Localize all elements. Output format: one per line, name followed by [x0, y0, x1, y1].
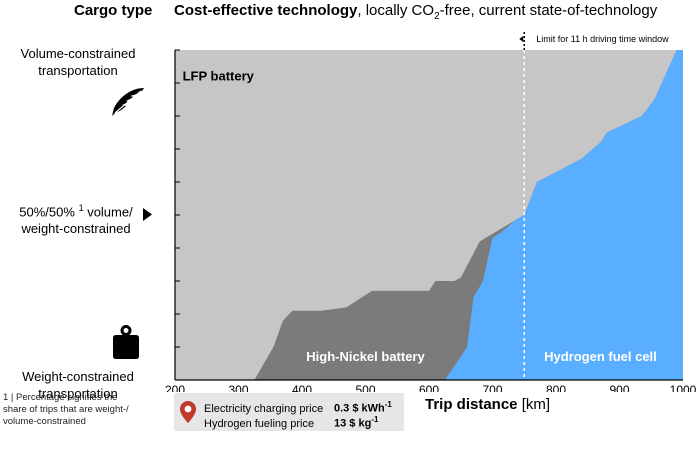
hydrogen-price-value: 13 $ kg: [334, 417, 372, 430]
x-tick-label: 600: [419, 383, 439, 392]
x-tick-label: 500: [355, 383, 375, 392]
lfp-label: LFP battery: [183, 68, 255, 83]
footnote-line3: volume-constrained: [3, 416, 86, 427]
label-volume-line2: transportation: [38, 63, 118, 78]
feather-icon: [112, 88, 144, 116]
price-assumptions-box: Electricity charging price 0.3 $ kWh-1 Hy…: [174, 393, 404, 431]
label-mixed-line1: 50%/50% 1 volume/: [6, 200, 146, 220]
x-axis-title-text: Trip distance: [425, 396, 518, 413]
label-mixed-percent: 50%/50%: [19, 204, 75, 220]
label-mixed-line2: weight-constrained: [21, 221, 131, 237]
label-weight-constrained: Weight-constrained transportation: [8, 368, 148, 402]
label-mixed-rest: volume/: [83, 204, 133, 220]
electricity-price-exponent: -1: [384, 400, 392, 409]
chart-title-bold: Cost-effective technology: [174, 2, 358, 19]
electricity-price-label: Electricity charging price: [204, 402, 324, 415]
hydrogen-price-exponent: -1: [371, 415, 379, 424]
electricity-price-row: Electricity charging price 0.3 $ kWh-1: [204, 397, 392, 415]
limit-arrow-icon: [519, 36, 524, 42]
label-mixed: 50%/50% 1 volume/ weight-constrained: [6, 200, 146, 237]
label-weight-line1: Weight-constrained: [22, 369, 134, 384]
chart-title-subscript: 2: [434, 11, 440, 22]
footnote: 1 | Percentage signifies the share of tr…: [3, 392, 143, 428]
footnote-line1: 1 | Percentage signifies the: [3, 392, 118, 403]
label-weight-line2: transportation: [38, 386, 118, 401]
chart-title-part1: , locally CO: [357, 2, 435, 19]
weight-icon: [113, 325, 139, 359]
x-tick-label: 400: [292, 383, 312, 392]
location-pin-icon: [180, 401, 196, 423]
price-rows: Electricity charging price 0.3 $ kWh-1 Hy…: [204, 397, 392, 430]
label-volume-line1: Volume-constrained: [20, 46, 136, 61]
electricity-price-value: 0.3 $ kWh: [334, 402, 385, 415]
hydrogen-price-label: Hydrogen fueling price: [204, 417, 315, 430]
x-axis-title-unit: [km]: [517, 396, 551, 413]
hydrogen-price-row: Hydrogen fueling price 13 $ kg-1: [204, 412, 392, 430]
x-axis-title: Trip distance [km]: [425, 396, 550, 413]
label-mixed-footnote-ref: 1: [78, 203, 84, 213]
x-tick-label: 300: [228, 383, 248, 392]
x-tick-label: 800: [546, 383, 566, 392]
limit-annotation: Limit for 11 h driving time window: [536, 34, 669, 44]
chart-area: 200 300 400 500 600 700 800 900 1000 Limit for 11…: [165, 32, 697, 392]
footnote-line2: share of trips that are weight-/: [3, 404, 129, 415]
hydrogen-label: Hydrogen fuel cell: [544, 349, 657, 364]
label-volume-constrained: Volume-constrained transportation: [8, 45, 148, 79]
nickel-label: High-Nickel battery: [306, 349, 425, 364]
chart-title: Cost-effective technology, locally CO2-f…: [174, 2, 657, 22]
x-tick-label: 700: [482, 383, 502, 392]
x-tick-label: 200: [165, 383, 185, 392]
hydrogen-region: [444, 50, 683, 380]
chart-title-part2: -free, current state-of-technology: [439, 2, 658, 19]
cargo-type-heading: Cargo type: [74, 2, 153, 19]
triangle-right-icon: [143, 208, 152, 221]
x-tick-label: 1000: [670, 383, 697, 392]
x-tick-label: 900: [609, 383, 629, 392]
